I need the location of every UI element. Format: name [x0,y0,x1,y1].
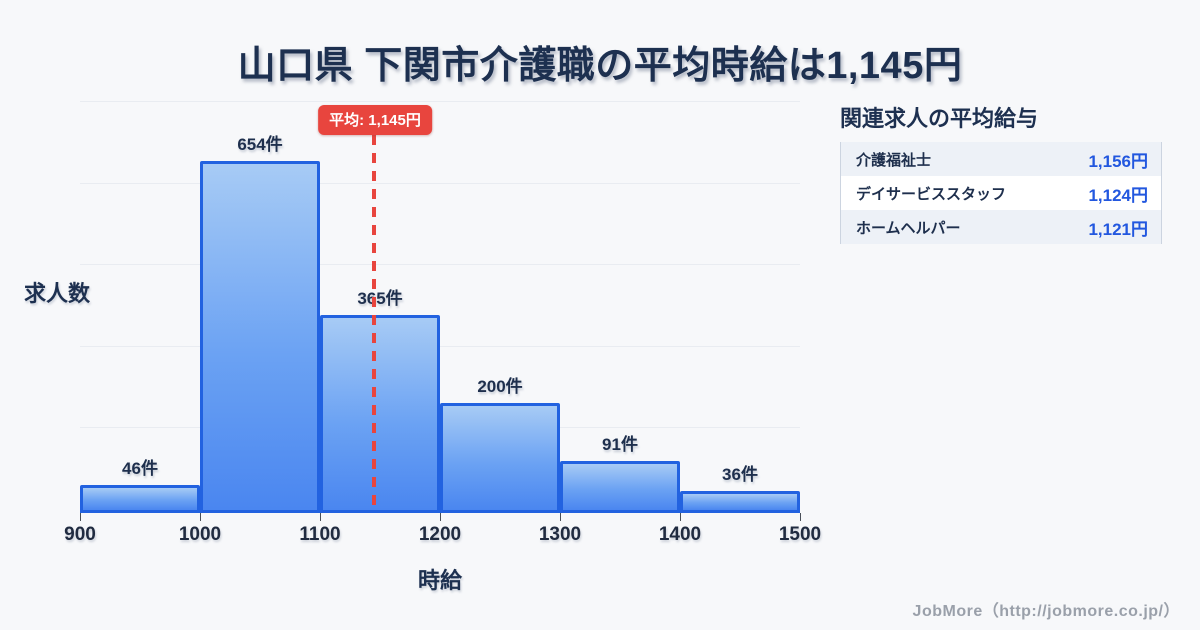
x-axis-tick [800,513,801,521]
side-panel-heading: 関連求人の平均給与 [840,106,1039,131]
x-axis-tick-label: 1000 [178,524,222,545]
x-axis-tick-label: 900 [64,524,96,545]
related-job-wage: 1,121円 [1088,219,1148,239]
gridline [80,264,800,266]
mean-line [372,135,376,513]
x-axis-tick [200,513,201,521]
histogram-bar [80,485,200,513]
histogram-bar [320,315,440,513]
related-job-row: デイサービススタッフ 1,124円 [841,176,1161,210]
plot-area: 平均: 1,145円 46件 654件 365件 200件 91件 36件 900 1000 1… [64,101,821,545]
histogram-bar [560,461,680,513]
related-jobs-table: 介護福祉士 1,156円デイサービススタッフ 1,124円ホームヘルパー 1,121円 [840,142,1162,244]
x-axis-tick [320,513,321,521]
x-axis-tick-label: 1200 [418,524,462,545]
mean-badge: 平均: 1,145円 [318,105,432,135]
bar-count-label: 36件 [722,465,758,484]
x-axis-tick-label: 1500 [778,524,822,545]
related-job-name: デイサービススタッフ [856,185,1007,203]
bar-count-label: 46件 [122,459,158,478]
bar-count-label: 365件 [357,289,403,308]
bar-count-label: 654件 [237,135,283,154]
gridline [80,101,800,102]
x-axis-tick-label: 1100 [299,524,341,545]
x-axis-tick [80,513,81,521]
related-job-name: 介護福祉士 [856,151,932,169]
x-axis-tick-label: 1400 [658,524,702,545]
x-axis-label: 時給 [417,568,463,593]
x-axis-tick [440,513,441,521]
histogram-bar [440,403,560,513]
x-axis-tick-label: 1300 [538,524,582,545]
related-job-row: ホームヘルパー 1,121円 [841,210,1161,244]
bar-count-label: 91件 [602,435,638,454]
page-title: 山口県 下関市介護職の平均時給は1,145円 [237,45,963,87]
histogram-bar [680,491,800,513]
related-job-row: 介護福祉士 1,156円 [841,142,1161,176]
footer-credit: JobMore（http://jobmore.co.jp/） [912,603,1180,620]
gridline [80,345,800,347]
related-job-wage: 1,124円 [1088,185,1148,205]
x-axis-tick [680,513,681,521]
y-axis-label: 求人数 [24,281,91,306]
related-job-name: ホームヘルパー [856,219,961,237]
gridline [80,182,800,184]
related-job-wage: 1,156円 [1088,151,1148,171]
x-axis-tick [560,513,561,521]
histogram-bar [200,161,320,513]
bar-count-label: 200件 [477,377,523,396]
